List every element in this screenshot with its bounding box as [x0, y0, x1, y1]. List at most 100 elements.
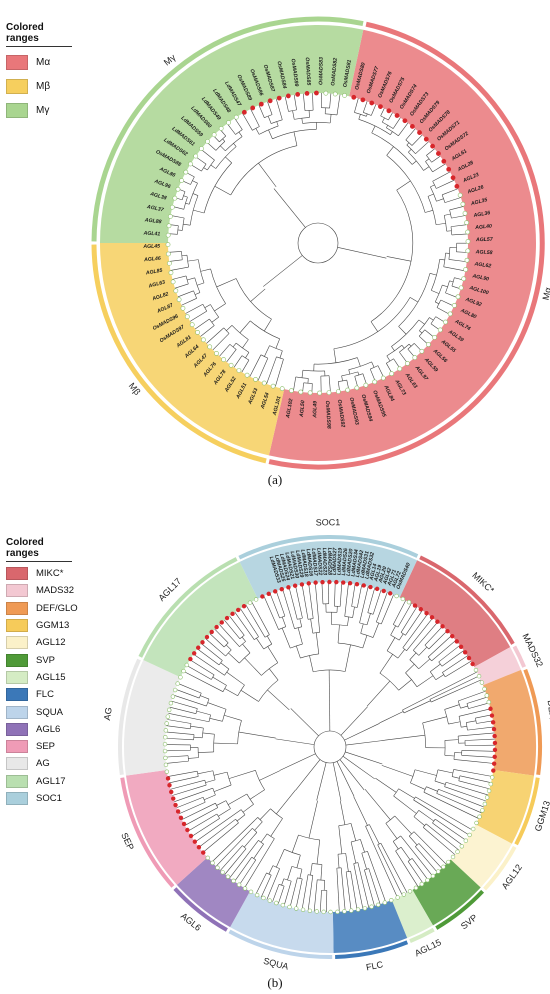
leaf-marker	[454, 183, 460, 189]
branch	[353, 863, 364, 909]
branch	[449, 280, 454, 283]
branch	[290, 708, 319, 736]
leaf-marker	[215, 865, 220, 870]
legend-item: AG	[6, 755, 78, 772]
clade-sector	[143, 561, 258, 678]
branch	[386, 256, 412, 262]
branch	[242, 339, 249, 349]
leaf-marker	[430, 143, 435, 149]
branch	[313, 879, 318, 912]
branch	[222, 138, 226, 142]
leaf-label: AGL82	[151, 291, 170, 302]
leaf-marker	[462, 210, 468, 216]
leaf-marker	[362, 906, 368, 911]
branch	[369, 824, 380, 845]
branch	[411, 858, 429, 880]
branch	[444, 197, 462, 203]
branch	[337, 247, 387, 259]
branch	[351, 583, 356, 607]
legend-swatch	[6, 722, 28, 736]
branch-arc	[407, 858, 413, 862]
leaf-marker	[395, 895, 400, 900]
leaf-marker	[402, 118, 408, 124]
branch	[436, 198, 444, 202]
leaf-marker	[335, 909, 340, 915]
leaf-label: LdMADS19	[336, 548, 343, 576]
branch	[293, 94, 297, 110]
branch	[200, 695, 210, 700]
branch	[267, 115, 272, 124]
legend-swatch	[6, 774, 28, 788]
legend-label: SVP	[36, 654, 56, 666]
branch	[468, 702, 490, 709]
branch-arc	[312, 863, 322, 865]
leaf-label: AGL92	[464, 296, 483, 308]
branch	[360, 839, 365, 853]
leaf-label: AGL101	[272, 395, 283, 417]
branch	[189, 659, 215, 676]
branch	[258, 104, 265, 118]
leaf-marker	[394, 593, 399, 599]
branch	[253, 843, 264, 859]
clade-sector	[230, 891, 334, 953]
branch	[418, 810, 435, 822]
branch-arc	[475, 718, 477, 724]
leaf-marker	[446, 166, 452, 172]
branch	[337, 854, 340, 868]
branch	[410, 782, 426, 790]
leaf-label: LdMADS30	[289, 551, 300, 579]
leaf-label: LdMADS26	[341, 548, 349, 576]
branch	[437, 769, 453, 774]
branch	[423, 827, 456, 855]
branch	[308, 800, 318, 839]
branch-arc	[215, 146, 237, 169]
branch-arc	[297, 617, 303, 620]
leaf-marker	[179, 178, 185, 183]
branch	[423, 166, 430, 171]
branch	[172, 784, 207, 796]
branch	[301, 118, 303, 124]
leaf-marker	[226, 120, 231, 125]
branch	[239, 320, 251, 334]
legend-label: AGL6	[36, 723, 61, 735]
leaf-marker	[326, 390, 332, 395]
leaf-marker	[166, 251, 171, 257]
branch	[329, 114, 332, 124]
legend-swatch	[6, 670, 28, 684]
branch	[216, 278, 237, 288]
branch	[458, 690, 486, 702]
leaf-marker	[280, 902, 286, 908]
leaf-label: AGL35	[469, 197, 488, 207]
legend-b: Colored ranges MIKC* MADS32 DEF/GLO GGM13 AG…	[6, 537, 78, 807]
leaf-marker	[220, 870, 225, 875]
branch	[183, 223, 191, 226]
leaf-marker	[489, 775, 495, 780]
branch	[240, 690, 259, 702]
branch	[209, 633, 225, 648]
legend-label: GGM13	[36, 620, 70, 632]
leaf-marker	[455, 294, 461, 300]
branch	[192, 180, 198, 184]
leaf-marker	[185, 827, 190, 833]
leaf-label: AGL57	[475, 237, 494, 243]
branch	[239, 859, 257, 886]
branch-arc	[444, 709, 449, 725]
branch	[348, 369, 351, 375]
leaf-marker	[368, 584, 373, 590]
branch	[339, 582, 343, 607]
branch	[342, 756, 375, 780]
leaf-label: AGL37	[145, 204, 165, 214]
clade-ring	[483, 845, 517, 891]
branch	[276, 789, 296, 815]
branch	[264, 345, 270, 357]
branch	[332, 762, 342, 801]
branch	[407, 861, 424, 884]
branch-arc	[239, 652, 251, 664]
branch-arc	[266, 872, 272, 876]
leaf-marker	[196, 645, 201, 650]
branch	[173, 694, 207, 707]
leaf-marker	[423, 136, 429, 142]
leaf-marker	[432, 334, 437, 340]
legend-label: FLC	[36, 689, 54, 701]
leaf-marker	[492, 754, 497, 759]
